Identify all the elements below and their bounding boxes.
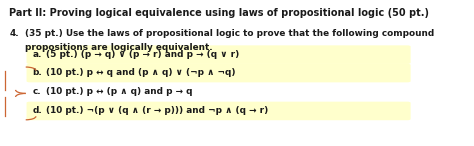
FancyBboxPatch shape <box>27 64 410 82</box>
Text: b.: b. <box>33 68 42 78</box>
Text: (35 pt.) Use the laws of propositional logic to prove that the following compoun: (35 pt.) Use the laws of propositional l… <box>25 29 434 38</box>
Text: (10 pt.) ¬(p ∨ (q ∧ (r → p))) and ¬p ∧ (q → r): (10 pt.) ¬(p ∨ (q ∧ (r → p))) and ¬p ∧ (… <box>46 106 268 115</box>
Text: propositions are logically equivalent.: propositions are logically equivalent. <box>25 43 212 52</box>
Text: 4.: 4. <box>9 29 19 38</box>
FancyBboxPatch shape <box>27 102 410 120</box>
Text: (5 pt.) (p → q) ∨ (p → r) and p → (q ∨ r): (5 pt.) (p → q) ∨ (p → r) and p → (q ∨ r… <box>46 50 239 59</box>
Text: (10 pt.) p ↔ (p ∧ q) and p → q: (10 pt.) p ↔ (p ∧ q) and p → q <box>46 87 192 96</box>
Text: c.: c. <box>33 87 41 96</box>
FancyBboxPatch shape <box>27 45 410 64</box>
Text: (10 pt.) p ↔ q and (p ∧ q) ∨ (¬p ∧ ¬q): (10 pt.) p ↔ q and (p ∧ q) ∨ (¬p ∧ ¬q) <box>46 68 236 78</box>
Text: a.: a. <box>33 50 42 59</box>
Text: Part II: Proving logical equivalence using laws of propositional logic (50 pt.): Part II: Proving logical equivalence usi… <box>9 8 429 18</box>
Text: d.: d. <box>33 106 42 115</box>
